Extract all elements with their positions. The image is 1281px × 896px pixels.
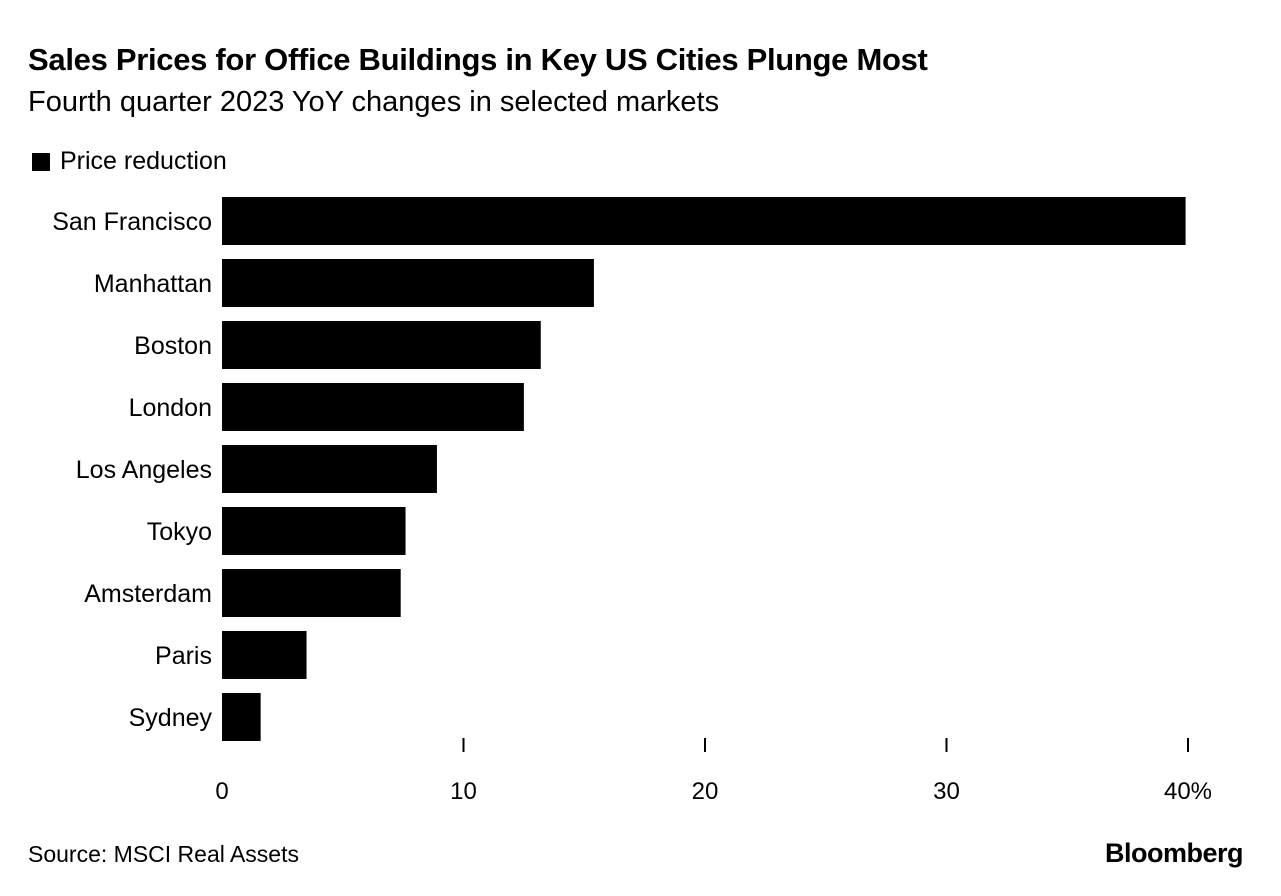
bar-paris: [222, 631, 307, 679]
chart-title: Sales Prices for Office Buildings in Key…: [28, 42, 928, 77]
bloomberg-logo: Bloomberg: [1104, 838, 1244, 868]
bar-manhattan: [222, 259, 594, 307]
bar-london: [222, 383, 524, 431]
bar-san-francisco: [222, 197, 1186, 245]
bar-los-angeles: [222, 445, 437, 493]
category-label: Sydney: [129, 704, 213, 732]
bar-tokyo: [222, 507, 406, 555]
x-tick-label: 10: [450, 778, 477, 805]
category-label: London: [129, 394, 212, 422]
x-tick-label: 0: [215, 778, 228, 805]
source-note: Source: MSCI Real Assets: [28, 841, 299, 867]
x-tick-label: 40%: [1164, 778, 1212, 805]
legend-swatch: [32, 152, 50, 171]
chart-subtitle: Fourth quarter 2023 YoY changes in selec…: [28, 86, 720, 118]
category-label: Manhattan: [94, 270, 212, 298]
category-label: Boston: [134, 332, 212, 360]
bar-amsterdam: [222, 569, 401, 617]
legend: Price reduction: [32, 147, 227, 176]
category-label: San Francisco: [52, 208, 212, 236]
category-label: Amsterdam: [84, 580, 212, 608]
legend-label: Price reduction: [60, 147, 227, 175]
category-label: Los Angeles: [76, 456, 212, 484]
category-label: Tokyo: [147, 518, 212, 546]
category-label: Paris: [155, 642, 212, 670]
x-tick-label: 30: [933, 778, 960, 805]
x-tick-label: 20: [692, 778, 719, 805]
bar-boston: [222, 321, 541, 369]
bar-sydney: [222, 693, 261, 741]
